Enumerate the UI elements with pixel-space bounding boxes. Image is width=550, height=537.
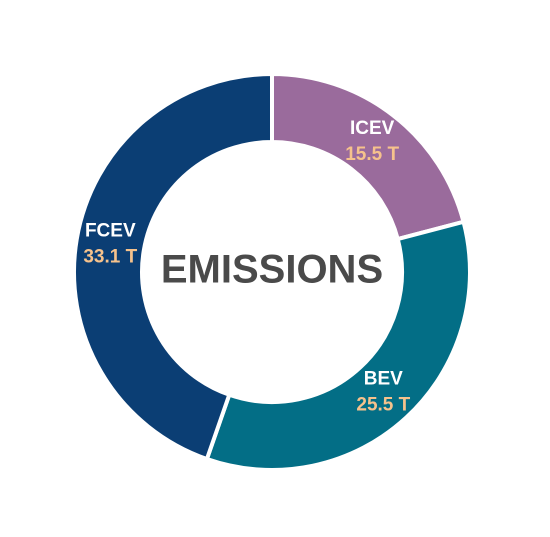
value-label: 33.1 T — [83, 247, 137, 268]
donut-segment — [270, 71, 466, 242]
segment-label: FCEV — [85, 221, 136, 242]
segment-label: BEV — [364, 368, 403, 389]
donut-segment — [204, 219, 472, 472]
value-label: 15.5 T — [345, 144, 399, 165]
value-label: 25.5 T — [356, 394, 410, 415]
donut-segment — [72, 71, 274, 462]
segment-label: ICEV — [350, 118, 395, 139]
chart-title: EMISSIONS — [161, 248, 383, 292]
